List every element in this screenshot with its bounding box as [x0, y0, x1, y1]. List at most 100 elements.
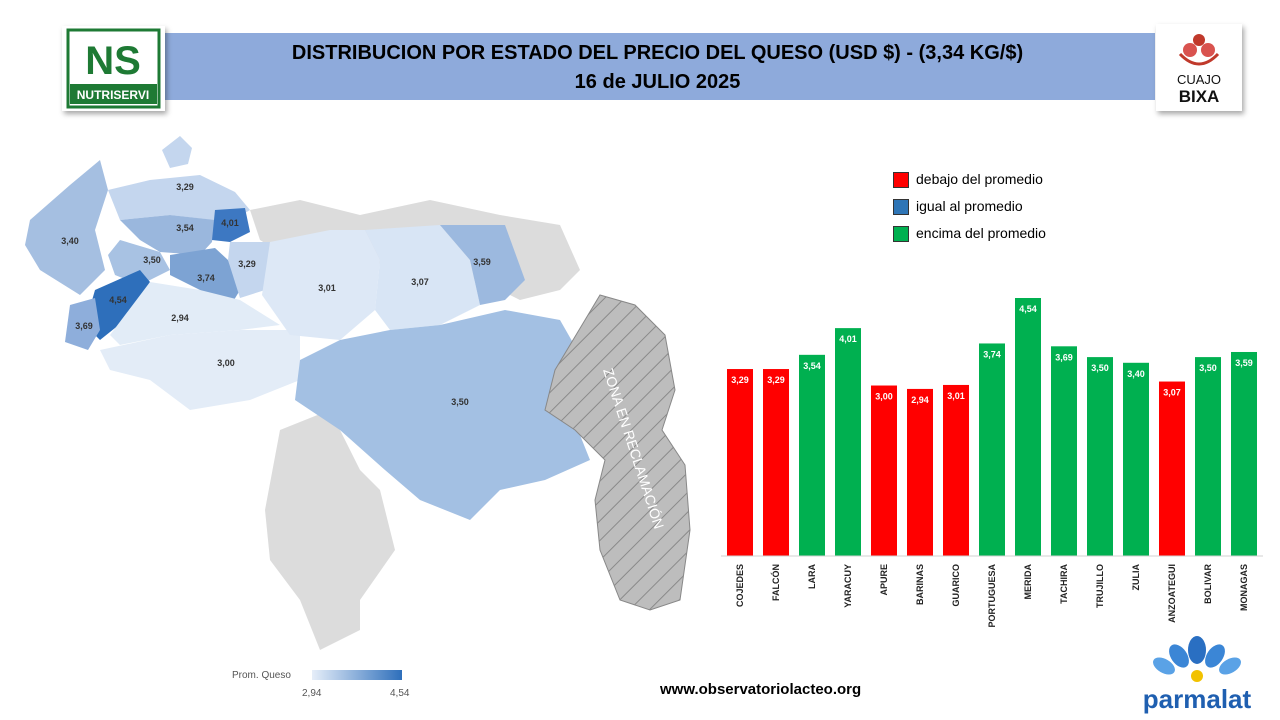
category-label: MERIDA	[1023, 564, 1033, 600]
map-state-anzoategui	[365, 225, 480, 330]
page-subtitle-date: 16 de JULIO 2025	[574, 71, 741, 93]
bar-apure	[871, 385, 897, 556]
map-state-trujillo	[108, 240, 170, 285]
cuajo-text: CUAJO	[1177, 72, 1221, 87]
category-label: GUARICO	[951, 564, 961, 607]
legend-label-below: debajo del promedio	[916, 171, 1043, 187]
nutriservi-logo-mark: NS NUTRISERVI	[66, 28, 161, 109]
category-label: TRUJILLO	[1095, 564, 1105, 608]
category-label: FALCÓN	[770, 564, 781, 601]
parmalat-logo: parmalat	[1143, 636, 1252, 714]
category-label: BOLIVAR	[1203, 564, 1213, 604]
bar-portuguesa	[979, 343, 1005, 556]
map-state-tachira	[65, 298, 100, 350]
category-label: COJEDES	[735, 564, 745, 607]
map-state-cojedes	[228, 242, 270, 298]
legend-label-above: encima del promedio	[916, 225, 1046, 241]
bar-monagas	[1231, 351, 1257, 556]
map-label-yaracuy: 4,01	[221, 218, 239, 228]
legend-swatch-below	[893, 172, 909, 188]
map-state-yaracuy	[212, 208, 250, 242]
cuajo-bixa-logo: CUAJO BIXA	[1156, 24, 1242, 111]
map-state-guarico	[262, 230, 380, 340]
bar-value-label: 3,01	[947, 391, 965, 401]
map-state-apure	[100, 330, 300, 410]
map-state-barinas	[110, 282, 280, 345]
map-label-barinas: 2,94	[171, 313, 189, 323]
bar-value-label: 3,40	[1127, 369, 1145, 379]
map-label-tachira: 3,69	[75, 321, 93, 331]
scale-gradient-bar	[312, 670, 402, 680]
category-label: PORTUGUESA	[987, 564, 997, 628]
parmalat-flower-icon	[1153, 636, 1241, 682]
scale-max-label: 4,54	[390, 688, 410, 699]
category-label: ANZOATEGUI	[1167, 564, 1177, 623]
title-band	[160, 33, 1155, 100]
legend-label-equal: igual al promedio	[916, 198, 1023, 214]
bar-value-label: 3,69	[1055, 352, 1073, 362]
category-label: MONAGAS	[1239, 564, 1249, 611]
map-state-zulia	[25, 160, 108, 295]
category-label: ZULIA	[1131, 564, 1141, 591]
map-label-cojedes: 3,29	[238, 259, 256, 269]
bar-value-label: 3,74	[983, 349, 1001, 359]
map-state-monagas	[440, 225, 525, 305]
map-state-merida	[85, 270, 150, 340]
nutriservi-logo-initials: NS	[85, 39, 141, 83]
map-state-lara	[120, 215, 215, 255]
bar-value-label: 4,54	[1019, 304, 1037, 314]
map-label-trujillo: 3,50	[143, 255, 161, 265]
nutriservi-logo-text: NUTRISERVI	[77, 88, 149, 102]
bar-barinas	[907, 388, 933, 556]
price-bar-chart: 3,29 COJEDES 3,29 FALCÓN 3,54 LARA 4,01 YARACUY…	[721, 298, 1263, 628]
bar-anzoategui	[1159, 381, 1185, 556]
map-label-guarico: 3,01	[318, 283, 336, 293]
category-label: YARACUY	[843, 564, 853, 608]
bar-value-label: 3,54	[803, 361, 821, 371]
legend-swatch-equal	[893, 199, 909, 215]
map-label-falcon: 3,29	[176, 182, 194, 192]
bar-value-label: 3,07	[1163, 388, 1181, 398]
bar-trujillo	[1087, 357, 1113, 556]
legend-swatch-above	[893, 226, 909, 242]
map-label-lara: 3,54	[176, 223, 194, 233]
bar-yaracuy	[835, 328, 861, 556]
bar-value-label: 4,01	[839, 334, 857, 344]
map-label-monagas: 3,59	[473, 257, 491, 267]
category-label: APURE	[879, 564, 889, 596]
map-label-apure: 3,00	[217, 358, 235, 368]
venezuela-map: ZONA EN RECLAMACIÓN 3,29 3,40 3,54 4,01 …	[25, 136, 691, 650]
map-label-bolivar: 3,50	[451, 397, 469, 407]
map-state-falcon-peninsula	[162, 136, 192, 168]
bar-guarico	[943, 384, 969, 556]
bar-value-label: 3,29	[767, 375, 785, 385]
category-label: TACHIRA	[1059, 564, 1069, 604]
bar-value-label: 3,59	[1235, 358, 1253, 368]
bar-merida	[1015, 298, 1041, 556]
map-state-falcon	[108, 175, 250, 222]
bar-lara	[799, 354, 825, 556]
bar-bolivar	[1195, 357, 1221, 556]
map-label-zulia: 3,40	[61, 236, 79, 246]
bar-value-label: 3,50	[1199, 363, 1217, 373]
bar-value-label: 3,50	[1091, 363, 1109, 373]
bar-zulia	[1123, 362, 1149, 556]
map-label-portuguesa: 3,74	[197, 273, 215, 283]
map-value-labels: 3,29 3,40 3,54 4,01 3,50 3,74 3,29 4,54 …	[61, 182, 491, 407]
map-state-portuguesa	[170, 248, 240, 310]
map-zona-reclamacion	[544, 294, 691, 611]
bixa-text: BIXA	[1179, 87, 1220, 106]
cuajo-bixa-logo-mark: CUAJO BIXA	[1177, 34, 1221, 106]
parmalat-logo-text: parmalat	[1143, 684, 1252, 714]
footer-url: www.observatoriolacteo.org	[660, 681, 862, 698]
nutriservi-logo: NS NUTRISERVI	[62, 26, 165, 111]
map-label-anzoategui: 3,07	[411, 277, 429, 287]
bar-tachira	[1051, 346, 1077, 556]
bar-falcón	[763, 369, 789, 556]
bar-cojedes	[727, 369, 753, 556]
map-neighbour-south	[265, 410, 395, 650]
category-label: LARA	[807, 564, 817, 589]
page-title: DISTRIBUCION POR ESTADO DEL PRECIO DEL Q…	[291, 42, 1024, 64]
map-state-bolivar	[295, 310, 590, 520]
bar-value-label: 2,94	[911, 395, 929, 405]
